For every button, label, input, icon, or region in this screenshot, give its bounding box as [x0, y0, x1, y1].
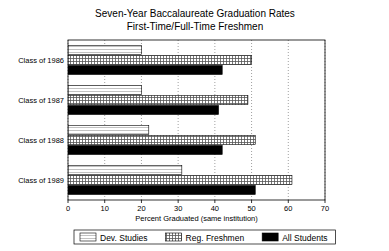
tick-label: 60: [284, 204, 292, 213]
tick-label: 50: [247, 204, 255, 213]
x-axis-label: Percent Graduated (same institution): [135, 214, 258, 223]
bar: [68, 46, 141, 55]
bar: [68, 86, 141, 95]
bar: [68, 186, 255, 195]
legend-swatch: [80, 233, 96, 241]
tick-mark: [141, 200, 142, 203]
category-label: Class of 1988: [18, 136, 64, 145]
bar: [68, 126, 149, 135]
tick-label: 0: [66, 204, 70, 213]
tick-mark: [214, 200, 215, 203]
tick-label: 10: [101, 204, 109, 213]
legend-label: Dev. Studies: [100, 233, 148, 243]
bar: [68, 66, 222, 75]
category-label: Class of 1989: [18, 176, 64, 185]
chart: Seven-Year Baccalaureate Graduation Rate…: [0, 0, 389, 251]
bar: [68, 106, 219, 115]
tick-label: 70: [321, 204, 329, 213]
subtitle: First-Time/Full-Time Freshmen: [127, 21, 263, 32]
tick-mark: [68, 200, 69, 203]
tick-mark: [178, 200, 179, 203]
bar: [68, 166, 182, 175]
tick-mark: [104, 200, 105, 203]
legend-box: [74, 230, 336, 244]
bar: [68, 56, 252, 65]
bar: [68, 96, 248, 105]
tick-mark: [325, 200, 326, 203]
bar: [68, 146, 222, 155]
legend-label: Reg. Freshmen: [186, 233, 245, 243]
tick-label: 20: [137, 204, 145, 213]
tick-label: 30: [174, 204, 182, 213]
tick-label: 40: [211, 204, 219, 213]
title: Seven-Year Baccalaureate Graduation Rate…: [95, 8, 295, 19]
plot-frame: [68, 40, 325, 200]
legend-swatch: [262, 233, 278, 241]
category-label: Class of 1987: [18, 96, 64, 105]
category-label: Class of 1986: [18, 56, 64, 65]
bar: [68, 176, 292, 185]
legend-swatch: [166, 233, 182, 241]
tick-mark: [251, 200, 252, 203]
bars: [68, 46, 292, 195]
tick-mark: [288, 200, 289, 203]
bar: [68, 136, 255, 145]
legend-label: All Students: [282, 233, 327, 243]
